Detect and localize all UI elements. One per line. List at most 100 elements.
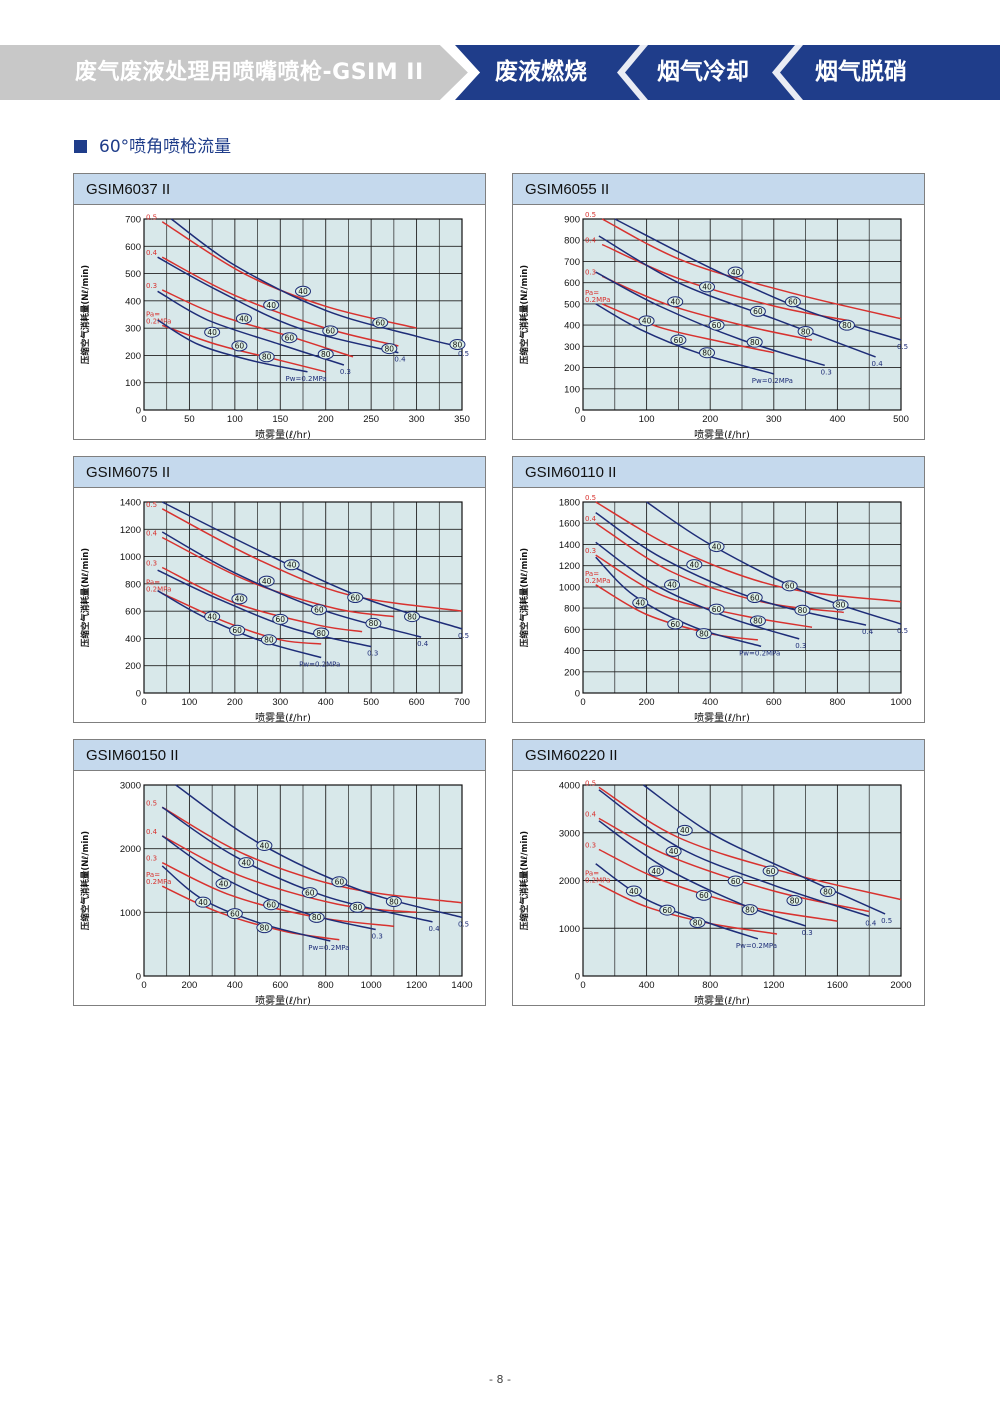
plot-frame xyxy=(143,218,463,411)
marker-badge xyxy=(381,343,398,355)
blue-curve xyxy=(157,290,345,366)
red-curve-label: Pa= 0.2MPa xyxy=(146,871,171,886)
marker-label: 60 xyxy=(325,327,335,336)
marker-label: 80 xyxy=(745,905,755,914)
y-tick-label: 600 xyxy=(125,607,141,618)
red-curve-label: 0.5 xyxy=(585,779,596,787)
marker-label: 60 xyxy=(350,593,360,602)
marker-badge xyxy=(310,604,327,616)
marker-label: 80 xyxy=(842,321,852,330)
marker-badge xyxy=(322,325,339,337)
blue-curve-label: 0.3 xyxy=(802,929,813,937)
marker-label: 60 xyxy=(314,606,324,615)
marker-label: 40 xyxy=(219,879,229,888)
marker-label: 40 xyxy=(702,283,712,292)
marker-badge xyxy=(667,618,684,630)
marker-label: 40 xyxy=(629,887,639,896)
marker-label: 60 xyxy=(750,593,760,602)
y-tick-label: 0 xyxy=(136,406,141,417)
marker-badge xyxy=(308,911,325,923)
tab-flue-gas-cooling[interactable]: 烟气冷却 xyxy=(657,59,749,85)
y-tick-label: 0 xyxy=(575,689,580,700)
marker-label: 80 xyxy=(823,887,833,896)
plot-frame xyxy=(143,784,463,977)
blue-curve xyxy=(614,218,902,341)
red-curve xyxy=(601,218,902,320)
marker-label: 40 xyxy=(680,826,690,835)
x-tick-label: 100 xyxy=(639,414,655,425)
marker-label: 80 xyxy=(321,350,331,359)
chart-title: GSIM6037 II xyxy=(74,174,485,205)
blue-curve-label: 0.3 xyxy=(795,642,806,650)
blue-curve xyxy=(598,789,870,918)
tab-flue-gas-denitration[interactable]: 烟气脱硝 xyxy=(815,59,907,85)
blue-curve-label: 0.3 xyxy=(372,933,383,941)
red-curve-label: 0.5 xyxy=(146,214,157,222)
chart-panel-gsim6037: GSIM6037 II 0 50 100 150 200 250 300 350 0 100 200… xyxy=(73,173,486,440)
marker-label: 80 xyxy=(699,629,709,638)
red-curve-label: Pa= 0.2MPa xyxy=(585,289,610,304)
marker-label: 40 xyxy=(642,317,652,326)
x-tick-label: 2000 xyxy=(890,980,911,991)
marker-label: 40 xyxy=(298,287,308,296)
marker-label: 40 xyxy=(260,841,270,850)
y-tick-label: 300 xyxy=(125,324,141,335)
section-heading: 60°喷角喷枪流量 xyxy=(74,135,231,159)
x-axis-label: 喷雾量(ℓ/hr) xyxy=(694,712,750,722)
marker-badge xyxy=(746,592,763,603)
marker-badge xyxy=(195,896,212,908)
marker-badge xyxy=(832,599,849,611)
x-tick-label: 500 xyxy=(893,414,909,425)
blue-curve xyxy=(595,863,759,940)
y-tick-label: 1600 xyxy=(559,519,580,530)
marker-badge xyxy=(699,281,716,293)
x-tick-label: 800 xyxy=(318,980,334,991)
marker-label: 80 xyxy=(353,903,363,912)
marker-label: 40 xyxy=(241,858,251,867)
red-curve-label: 0.4 xyxy=(146,828,158,836)
y-axis-label: 压缩空气消耗量(Nℓ/min) xyxy=(519,548,530,647)
red-curve xyxy=(598,786,902,901)
chart-title: GSIM60110 II xyxy=(513,457,924,488)
marker-label: 80 xyxy=(753,617,763,626)
marker-badge xyxy=(762,865,779,877)
marker-label: 60 xyxy=(266,900,276,909)
x-tick-label: 1200 xyxy=(763,980,784,991)
red-curve-label: 0.4 xyxy=(146,529,158,537)
marker-label: 80 xyxy=(389,897,399,906)
x-tick-label: 200 xyxy=(639,697,655,708)
x-tick-label: 200 xyxy=(227,697,243,708)
marker-label: 60 xyxy=(235,342,245,351)
blue-curve-label: Pw=0.2MPa xyxy=(286,375,327,383)
marker-label: 60 xyxy=(285,333,295,342)
marker-label: 40 xyxy=(207,612,217,621)
red-curve xyxy=(161,508,463,612)
marker-label: 80 xyxy=(836,601,846,610)
marker-badge xyxy=(385,896,402,908)
y-tick-label: 400 xyxy=(125,634,141,645)
marker-badge xyxy=(797,325,814,337)
marker-badge xyxy=(749,305,766,317)
marker-badge xyxy=(283,559,300,571)
marker-badge xyxy=(256,922,273,934)
marker-label: 80 xyxy=(312,913,322,922)
y-tick-label: 1800 xyxy=(559,498,580,509)
y-tick-label: 200 xyxy=(564,363,580,374)
x-axis-label: 喷雾量(ℓ/hr) xyxy=(694,429,750,439)
tab-waste-liquid-combustion[interactable]: 废液燃烧 xyxy=(495,59,587,85)
x-tick-label: 200 xyxy=(181,980,197,991)
marker-badge xyxy=(727,266,744,278)
y-tick-label: 700 xyxy=(564,257,580,268)
x-tick-label: 300 xyxy=(766,414,782,425)
y-tick-label: 2000 xyxy=(120,844,141,855)
marker-badge xyxy=(695,628,712,640)
plot-frame xyxy=(582,501,902,694)
y-tick-label: 400 xyxy=(125,296,141,307)
marker-badge xyxy=(229,624,246,636)
marker-badge xyxy=(256,839,273,851)
x-tick-label: 50 xyxy=(184,414,195,425)
y-tick-label: 1200 xyxy=(120,525,141,536)
blue-curve-label: Pw=0.2MPa xyxy=(308,944,349,952)
red-curve-label: 0.5 xyxy=(585,211,596,219)
marker-label: 40 xyxy=(235,595,245,604)
